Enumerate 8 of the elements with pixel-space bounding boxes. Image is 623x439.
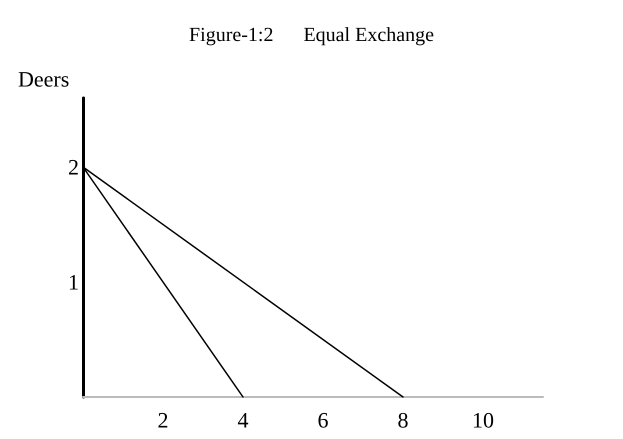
x-tick-label: 2 bbox=[158, 408, 168, 432]
y-axis-title: Deers bbox=[18, 66, 70, 92]
x-tick-label: 10 bbox=[472, 408, 494, 432]
y-tick-label: 1 bbox=[68, 270, 79, 294]
x-tick-label: 6 bbox=[318, 408, 328, 432]
x-tick-label: 8 bbox=[398, 408, 408, 432]
chart-title: Figure-1:2 Equal Exchange bbox=[189, 24, 434, 46]
x-tick-label: 4 bbox=[238, 408, 248, 432]
